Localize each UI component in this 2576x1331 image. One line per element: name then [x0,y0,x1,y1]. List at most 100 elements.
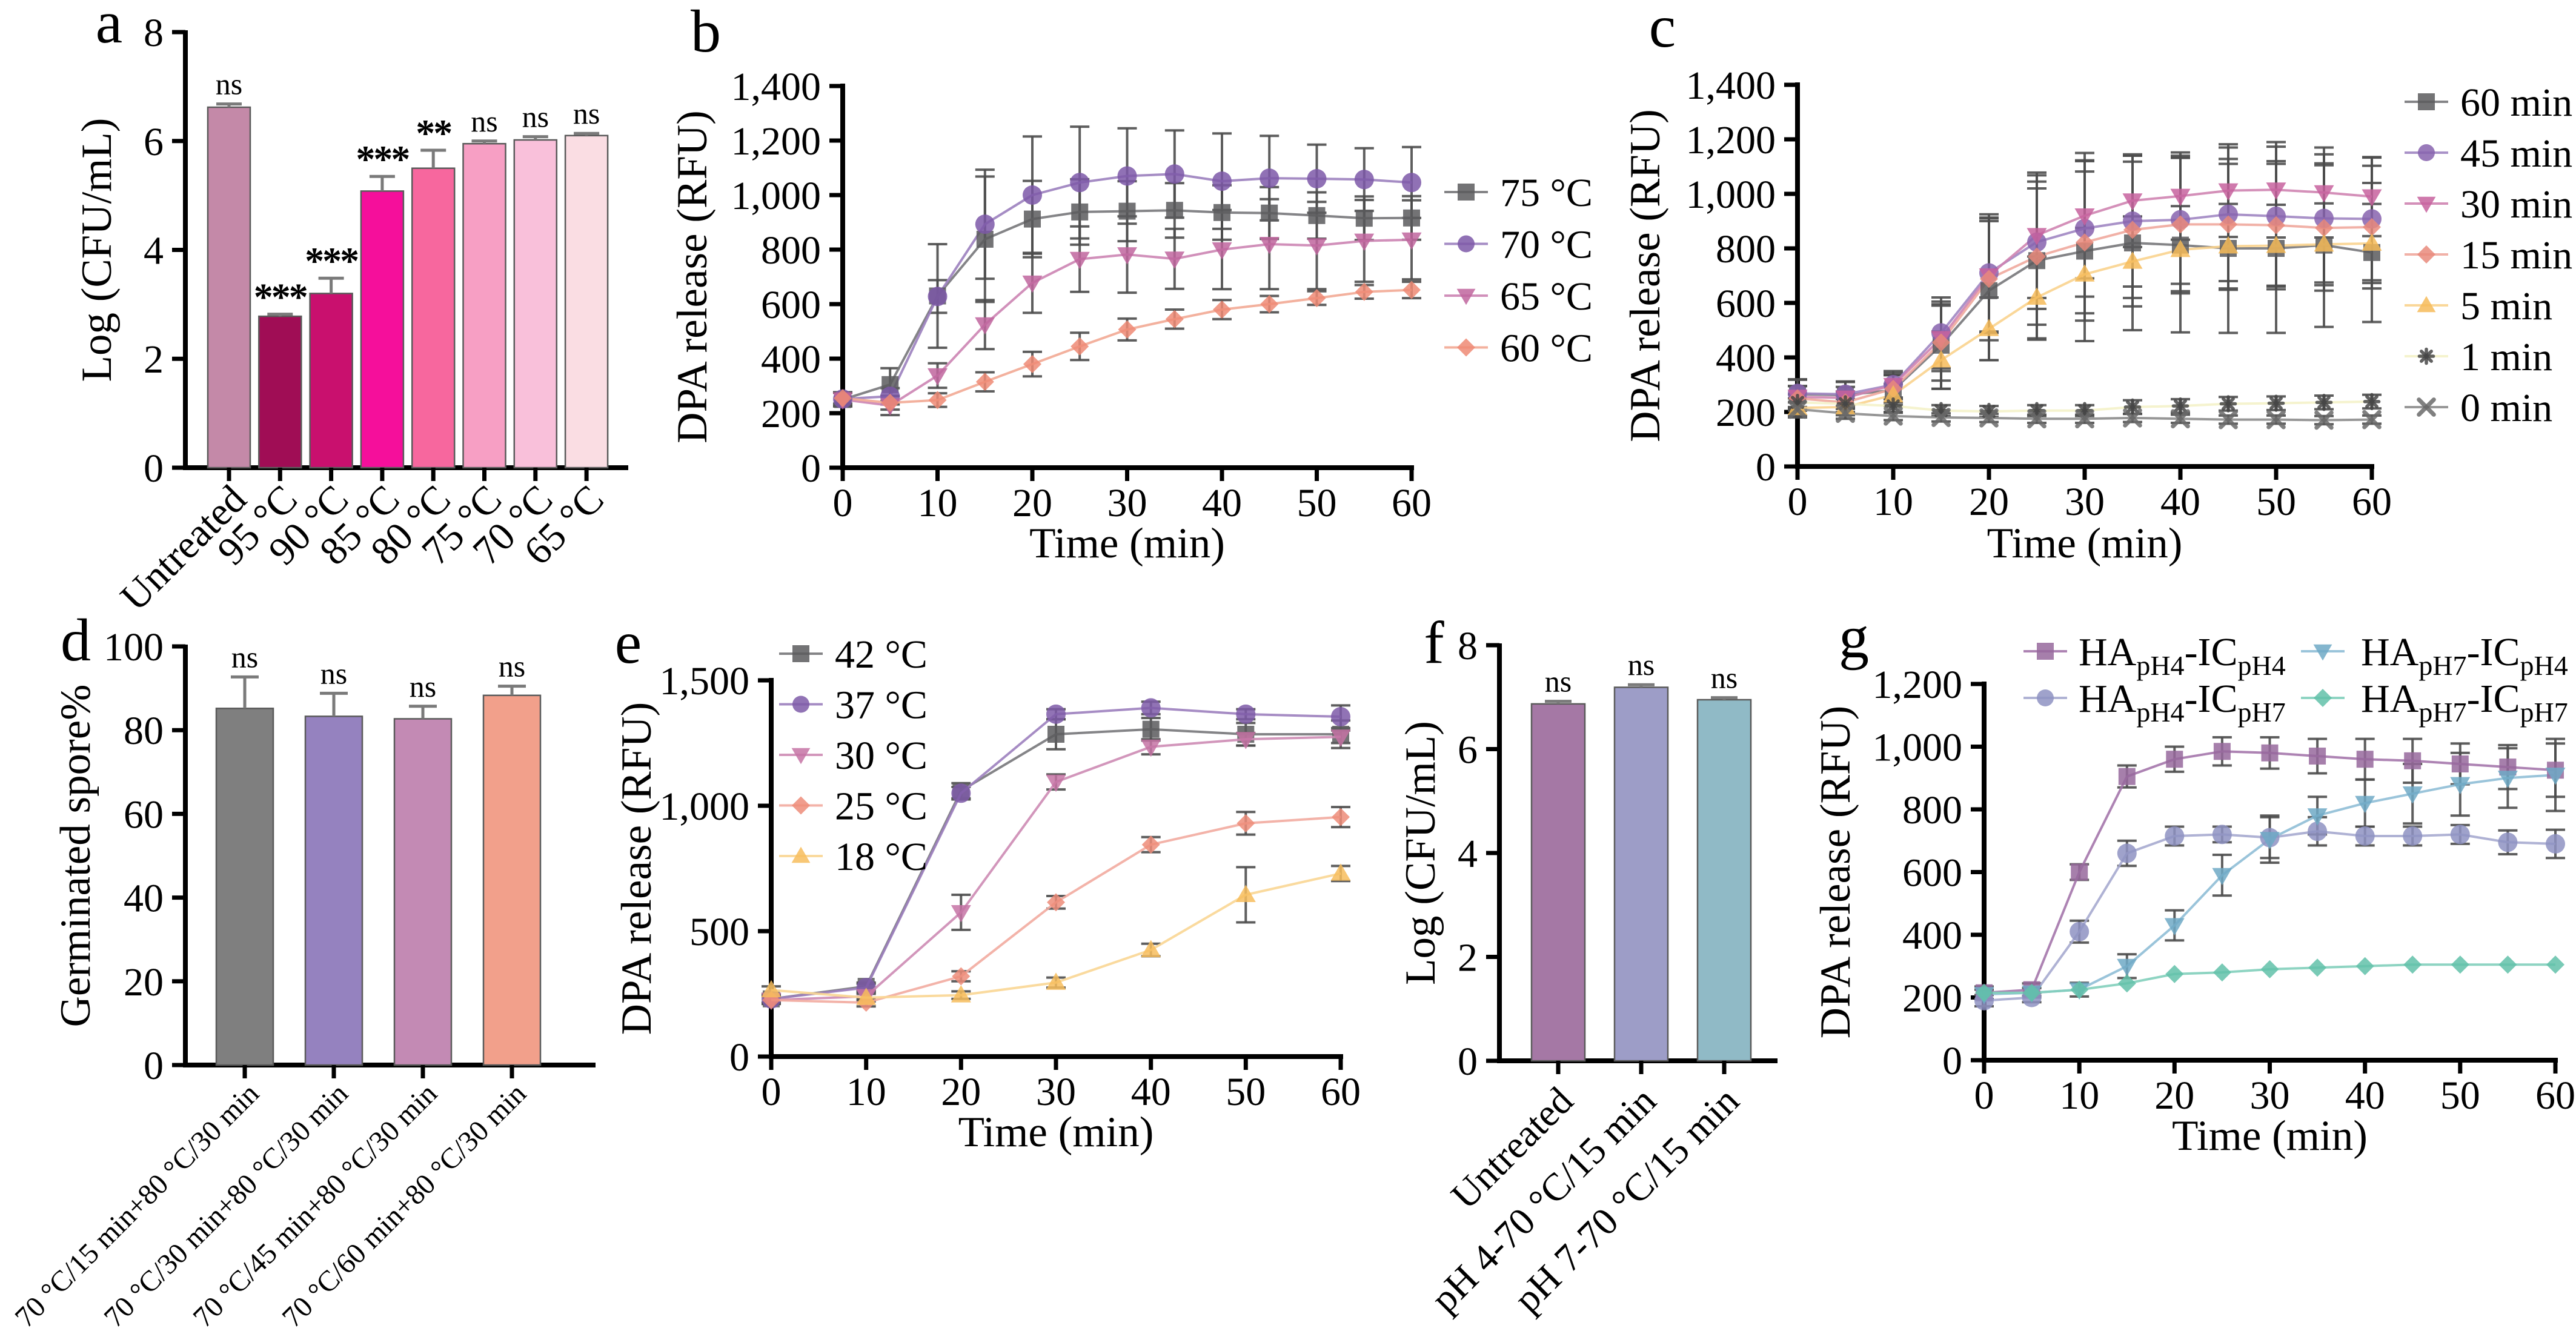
svg-text:2: 2 [1458,936,1478,980]
svg-text:80: 80 [124,709,164,753]
svg-text:Log (CFU/mL): Log (CFU/mL) [1397,721,1444,985]
svg-text:30: 30 [2250,1074,2290,1118]
svg-text:***: *** [305,239,358,282]
svg-text:d: d [61,606,91,674]
svg-text:25 °C: 25 °C [835,785,928,829]
svg-text:18 °C: 18 °C [835,835,928,879]
svg-text:75 °C: 75 °C [1500,171,1593,215]
svg-text:20: 20 [1969,480,2009,524]
svg-text:10: 10 [918,481,958,525]
svg-text:0: 0 [1756,445,1776,490]
svg-text:b: b [691,0,721,65]
svg-text:1 min: 1 min [2460,335,2552,379]
svg-text:ns: ns [573,96,600,130]
svg-text:200: 200 [1716,391,1776,435]
svg-text:1,400: 1,400 [731,65,822,109]
svg-text:g: g [1839,603,1869,671]
svg-text:4: 4 [1458,832,1478,876]
svg-text:DPA release (RFU): DPA release (RFU) [669,110,716,443]
svg-text:2: 2 [144,337,164,382]
svg-text:45 min: 45 min [2460,131,2572,176]
svg-text:6: 6 [1458,728,1478,772]
svg-text:ns: ns [320,656,347,690]
svg-text:0: 0 [144,1044,164,1088]
svg-text:20: 20 [124,960,164,1004]
svg-text:800: 800 [761,228,821,273]
svg-text:1,000: 1,000 [1686,173,1776,217]
svg-text:0: 0 [1942,1039,1962,1083]
svg-text:600: 600 [1902,851,1962,895]
svg-text:30: 30 [1036,1070,1076,1114]
svg-text:30: 30 [2065,480,2105,524]
svg-text:ns: ns [1545,665,1572,699]
svg-text:ns: ns [522,100,549,134]
svg-text:DPA release (RFU): DPA release (RFU) [1622,109,1669,442]
svg-text:0: 0 [1458,1040,1478,1084]
svg-text:600: 600 [1716,282,1776,326]
svg-text:60: 60 [1392,481,1432,525]
svg-text:30 min: 30 min [2460,182,2572,227]
svg-text:0: 0 [833,481,853,525]
svg-text:Time (min): Time (min) [1029,520,1225,567]
svg-text:8: 8 [1458,624,1478,668]
svg-text:**: ** [416,111,451,154]
svg-text:100: 100 [104,625,164,669]
svg-text:1,200: 1,200 [731,119,822,164]
svg-text:500: 500 [689,910,749,954]
svg-text:ns: ns [410,669,436,703]
svg-text:DPA release (RFU): DPA release (RFU) [1812,706,1859,1039]
svg-text:60 min: 60 min [2460,81,2572,125]
svg-text:Germinated spore%: Germinated spore% [52,685,99,1027]
svg-text:40: 40 [124,877,164,921]
svg-text:10: 10 [2059,1074,2099,1118]
svg-text:50: 50 [1226,1070,1266,1114]
svg-text:20: 20 [2154,1074,2194,1118]
svg-text:800: 800 [1902,788,1962,832]
svg-text:0: 0 [801,446,821,491]
svg-text:50: 50 [1297,481,1337,525]
svg-text:4: 4 [144,229,164,273]
svg-text:a: a [96,0,122,56]
svg-text:30 °C: 30 °C [835,734,928,778]
svg-text:40: 40 [1131,1070,1171,1114]
svg-text:1,200: 1,200 [1873,663,1963,707]
svg-text:1,000: 1,000 [660,785,750,829]
svg-text:40: 40 [1202,481,1242,525]
svg-text:20: 20 [941,1070,981,1114]
svg-text:e: e [615,609,642,676]
svg-text:Log (CFU/mL): Log (CFU/mL) [73,118,121,382]
svg-text:10: 10 [1873,480,1913,524]
svg-text:1,200: 1,200 [1686,118,1776,162]
svg-text:70 °C: 70 °C [1500,223,1593,267]
svg-text:60: 60 [2535,1074,2575,1118]
svg-text:60 °C: 60 °C [1500,327,1593,371]
svg-text:c: c [1649,0,1676,60]
svg-text:42 °C: 42 °C [835,632,928,677]
svg-text:400: 400 [761,337,821,382]
svg-text:8: 8 [144,11,164,55]
svg-text:1,000: 1,000 [1873,726,1963,770]
svg-text:40: 40 [2345,1074,2385,1118]
svg-text:5 min: 5 min [2460,284,2552,328]
svg-text:1,400: 1,400 [1686,64,1776,108]
svg-text:6: 6 [144,120,164,164]
svg-text:800: 800 [1716,227,1776,271]
svg-text:0: 0 [729,1035,749,1080]
svg-text:Time (min): Time (min) [1987,520,2183,567]
svg-text:DPA release (RFU): DPA release (RFU) [613,702,660,1035]
svg-text:40: 40 [2160,480,2200,524]
svg-text:20: 20 [1012,481,1052,525]
svg-text:Time (min): Time (min) [2172,1112,2368,1160]
svg-text:0: 0 [1974,1074,1994,1118]
svg-text:0: 0 [762,1070,782,1114]
svg-text:50: 50 [2440,1074,2480,1118]
svg-text:10: 10 [846,1070,886,1114]
svg-text:0: 0 [144,446,164,491]
svg-text:37 °C: 37 °C [835,683,928,728]
svg-text:65 °C: 65 °C [1500,274,1593,319]
svg-text:***: *** [254,276,307,319]
svg-text:0 min: 0 min [2460,386,2552,430]
svg-text:200: 200 [1902,977,1962,1021]
svg-text:ns: ns [499,649,525,683]
svg-text:30: 30 [1107,481,1147,525]
